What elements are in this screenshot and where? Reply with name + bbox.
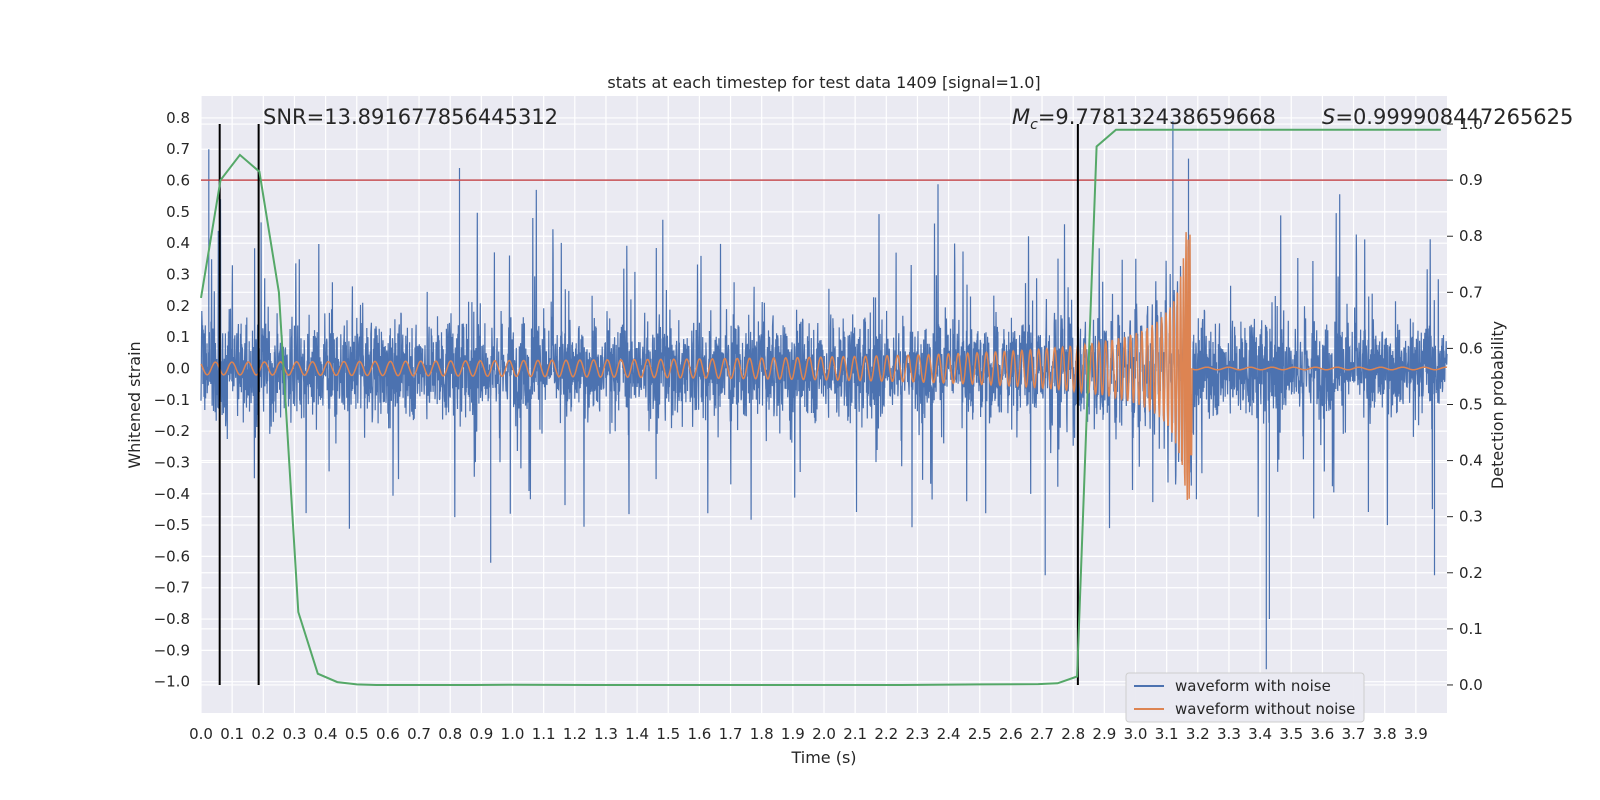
y-tick-label: 0.6 [166,172,190,190]
x-tick-label: 0.0 [189,725,213,743]
waveform-without-noise-line [200,232,1448,501]
snr-annotation: SNR=13.891677856445312 [263,105,558,129]
y-axis-right-label: Detection probability [1488,321,1507,489]
y-right-tick-label: 0.8 [1459,227,1483,245]
x-tick-label: 1.9 [781,725,805,743]
y-tick-label: −0.9 [154,641,190,659]
x-tick-label: 0.9 [469,725,493,743]
y-axis-right: 1.0 0.9 0.8 0.7 0.6 0.5 0.4 0.3 0.2 0.1 0.0 [1447,115,1483,694]
y-right-tick-label: 0.2 [1459,564,1483,582]
x-tick-label: 1.3 [594,725,618,743]
x-tick-label: 1.5 [656,725,680,743]
x-axis: 0.0 0.1 0.2 0.3 0.4 0.5 0.6 0.7 0.8 0.9 1.0 1.1 1.2 1… [189,725,1428,743]
x-tick-label: 2.5 [968,725,992,743]
series-waveform-without-noise [200,232,1448,501]
chirp-mass-annotation: Mc=9.778132438659668 [1012,105,1276,133]
y-tick-label: 0.3 [166,266,190,284]
x-tick-label: 2.2 [874,725,898,743]
y-tick-label: 0.2 [166,297,190,315]
y-right-tick-label: 0.3 [1459,508,1483,526]
y-tick-label: −0.6 [154,547,190,565]
y-tick-label: −0.2 [154,422,190,440]
x-tick-label: 3.1 [1155,725,1179,743]
x-tick-label: 1.0 [501,725,525,743]
y-right-tick-label: 0.9 [1459,171,1483,189]
y-tick-label: −0.5 [154,516,190,534]
y-right-tick-label: 0.0 [1459,676,1483,694]
x-tick-label: 0.3 [283,725,307,743]
x-axis-label: Time (s) [790,748,856,767]
y-tick-label: 0.0 [166,359,190,377]
x-tick-label: 3.4 [1248,725,1272,743]
x-tick-label: 1.7 [719,725,743,743]
y-axis-left: 0.8 0.7 0.6 0.5 0.4 0.3 0.2 0.1 0.0 −0.1 −0.2 −0.3 −… [154,109,190,691]
x-tick-label: 0.8 [438,725,462,743]
x-tick-label: 1.2 [563,725,587,743]
x-tick-label: 2.3 [906,725,930,743]
y-tick-label: 0.8 [166,109,190,127]
y-right-tick-label: 0.6 [1459,339,1483,357]
x-tick-label: 3.9 [1404,725,1428,743]
y-tick-label: 0.7 [166,140,190,158]
y-axis-label: Whitened strain [125,341,144,468]
series-detection-probability [200,128,1441,686]
legend-label-noise: waveform with noise [1175,677,1331,695]
x-tick-label: 0.4 [314,725,338,743]
y-tick-label: 0.4 [166,234,190,252]
x-tick-label: 2.4 [937,725,961,743]
y-tick-label: 0.1 [166,328,190,346]
x-tick-label: 1.4 [625,725,649,743]
y-right-tick-label: 0.7 [1459,283,1483,301]
x-tick-label: 1.1 [532,725,556,743]
vertical-markers [218,124,1079,685]
x-tick-label: 1.8 [750,725,774,743]
y-tick-label: −0.1 [154,391,190,409]
x-tick-label: 2.7 [1030,725,1054,743]
x-tick-label: 3.7 [1342,725,1366,743]
x-tick-label: 3.8 [1373,725,1397,743]
y-tick-label: −0.8 [154,610,190,628]
y-right-tick-label: 0.5 [1459,396,1483,414]
x-tick-label: 2.8 [1061,725,1085,743]
x-tick-label: 3.3 [1217,725,1241,743]
x-tick-label: 1.6 [687,725,711,743]
x-tick-label: 0.2 [251,725,275,743]
x-tick-label: 0.7 [407,725,431,743]
x-tick-label: 2.6 [999,725,1023,743]
x-tick-label: 0.6 [376,725,400,743]
y-right-tick-label: 0.1 [1459,620,1483,638]
chart-title: stats at each timestep for test data 140… [607,73,1040,92]
y-tick-label: −0.4 [154,485,190,503]
y-tick-label: −0.7 [154,579,190,597]
legend: waveform with noise waveform without noi… [1125,672,1365,723]
x-tick-label: 3.2 [1186,725,1210,743]
legend-label-clean: waveform without noise [1175,700,1355,718]
x-tick-label: 0.1 [220,725,244,743]
y-tick-label: 0.5 [166,203,190,221]
x-tick-label: 2.9 [1092,725,1116,743]
x-tick-label: 2.0 [812,725,836,743]
y-right-tick-label: 0.4 [1459,452,1483,470]
detection-probability-line [200,128,1441,686]
x-tick-label: 3.5 [1279,725,1303,743]
y-right-tick-label: 1.0 [1459,115,1483,133]
x-tick-label: 3.0 [1124,725,1148,743]
y-tick-label: −0.3 [154,453,190,471]
legend-box [1125,672,1365,723]
score-annotation: S=0.999908447265625 [1322,105,1573,129]
x-tick-label: 3.6 [1310,725,1334,743]
x-tick-label: 0.5 [345,725,369,743]
x-tick-label: 2.1 [843,725,867,743]
y-tick-label: −1.0 [154,673,190,691]
